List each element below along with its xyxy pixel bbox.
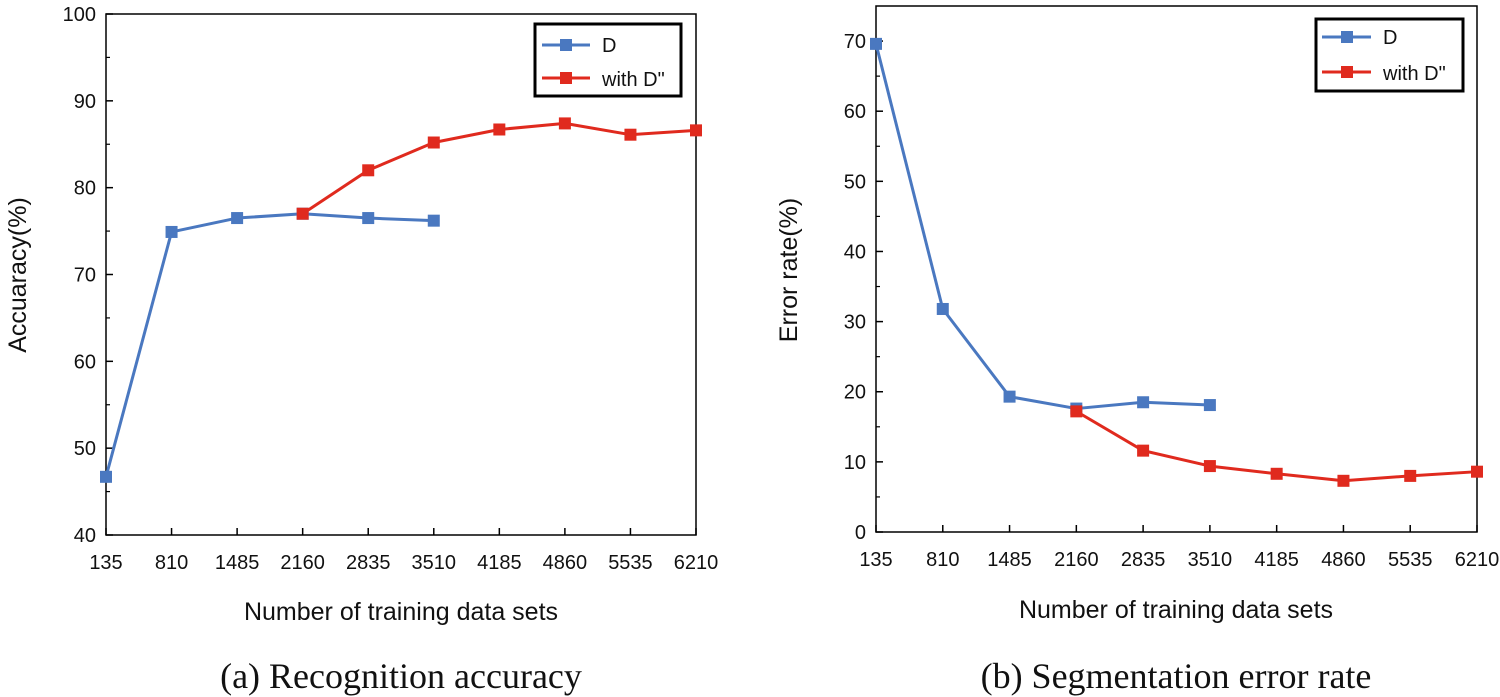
legend-box xyxy=(533,22,683,98)
y-tick-label: 70 xyxy=(74,265,96,287)
data-point xyxy=(1404,469,1417,482)
y-axis-label: Accuaracy(%) xyxy=(4,197,32,353)
data-point xyxy=(624,128,637,141)
y-tick-label: 100 xyxy=(63,4,96,26)
series-line-0 xyxy=(104,212,434,478)
data-point xyxy=(362,212,375,225)
chart-recognition-accuracy: 40 50 60 70 80 90 100 135 810 1485 2160 2835 3510 41… xyxy=(4,4,718,696)
series-line-0 xyxy=(874,43,1210,411)
legend-marker-with-d xyxy=(560,72,572,84)
y-tick-label: 0 xyxy=(855,522,866,544)
legend-box xyxy=(1314,17,1465,93)
data-point xyxy=(1003,390,1016,403)
x-tick-label: 4185 xyxy=(477,552,522,574)
plot-frame xyxy=(875,5,1478,533)
x-tick-label: 5535 xyxy=(608,552,653,574)
y-axis-label: Error rate(%) xyxy=(775,198,803,342)
data-point xyxy=(231,212,244,225)
data-point xyxy=(100,470,112,483)
series-line-1 xyxy=(301,121,697,215)
x-ticks: 135 810 1485 2160 2835 3510 4185 4860 5535 6210 xyxy=(89,528,718,574)
data-point xyxy=(1203,399,1216,412)
series-layer xyxy=(100,117,702,483)
x-tick-label: 6210 xyxy=(1455,549,1500,571)
y-tick-label: 80 xyxy=(74,178,96,200)
data-point xyxy=(1137,396,1150,409)
legend-label-with-d: with D" xyxy=(601,69,665,91)
legend-label-with-d: with D" xyxy=(1382,63,1446,85)
caption: (b) Segmentation error rate xyxy=(981,656,1372,696)
x-tick-label: 2835 xyxy=(346,552,391,574)
y-ticks: 40 50 60 70 80 90 100 xyxy=(63,4,113,547)
data-point xyxy=(493,123,506,136)
data-point xyxy=(936,302,949,315)
data-point xyxy=(1203,460,1216,473)
x-tick-label: 810 xyxy=(155,552,188,574)
data-point xyxy=(1471,465,1483,478)
x-tick-label: 6210 xyxy=(674,552,719,574)
data-point xyxy=(427,214,440,227)
legend-marker-with-d xyxy=(1341,66,1353,78)
data-point xyxy=(1137,444,1150,457)
x-axis-label: Number of training data sets xyxy=(244,598,558,626)
y-tick-label: 50 xyxy=(74,438,96,460)
x-ticks: 135 810 1485 2160 2835 3510 4185 4860 5535 6210 xyxy=(859,525,1499,571)
data-point xyxy=(165,225,178,238)
x-tick-label: 2160 xyxy=(1054,549,1099,571)
legend: D with D" xyxy=(1314,17,1465,93)
x-tick-label: 1485 xyxy=(987,549,1032,571)
chart-segmentation-error-rate: 0 10 20 30 40 50 60 70 135 810 1485 2160 2835 3510 41… xyxy=(775,5,1499,696)
y-tick-label: 60 xyxy=(74,351,96,373)
x-tick-label: 135 xyxy=(89,552,122,574)
y-tick-label: 10 xyxy=(844,452,866,474)
x-tick-label: 2160 xyxy=(280,552,325,574)
legend-marker-d xyxy=(560,39,572,51)
legend: D with D" xyxy=(533,22,683,98)
y-tick-label: 60 xyxy=(844,101,866,123)
x-axis-label: Number of training data sets xyxy=(1019,596,1333,624)
y-tick-label: 40 xyxy=(844,241,866,263)
y-tick-label: 40 xyxy=(74,525,96,547)
x-tick-label: 5535 xyxy=(1388,549,1433,571)
y-tick-label: 70 xyxy=(844,31,866,53)
x-tick-label: 1485 xyxy=(215,552,260,574)
data-point xyxy=(870,37,882,50)
x-tick-label: 135 xyxy=(859,549,892,571)
data-point xyxy=(558,117,571,130)
data-point xyxy=(427,136,440,149)
y-tick-label: 90 xyxy=(74,91,96,113)
x-tick-label: 4860 xyxy=(543,552,588,574)
y-tick-label: 50 xyxy=(844,171,866,193)
series-layer xyxy=(870,37,1483,487)
x-tick-label: 3510 xyxy=(1188,549,1233,571)
y-tick-label: 20 xyxy=(844,382,866,404)
data-point xyxy=(1337,474,1350,487)
x-tick-label: 3510 xyxy=(412,552,457,574)
data-point xyxy=(1270,467,1283,480)
x-tick-label: 810 xyxy=(926,549,959,571)
x-tick-label: 4185 xyxy=(1254,549,1299,571)
data-point xyxy=(296,207,309,220)
legend-label-d: D xyxy=(602,35,616,57)
y-tick-label: 30 xyxy=(844,312,866,334)
data-point xyxy=(690,124,702,137)
legend-marker-d xyxy=(1341,31,1353,43)
caption: (a) Recognition accuracy xyxy=(220,656,582,696)
x-tick-label: 4860 xyxy=(1321,549,1366,571)
x-tick-label: 2835 xyxy=(1121,549,1166,571)
data-point xyxy=(362,164,375,177)
data-point xyxy=(1070,405,1083,418)
legend-label-d: D xyxy=(1383,27,1397,49)
y-ticks: 0 10 20 30 40 50 60 70 xyxy=(844,31,883,544)
